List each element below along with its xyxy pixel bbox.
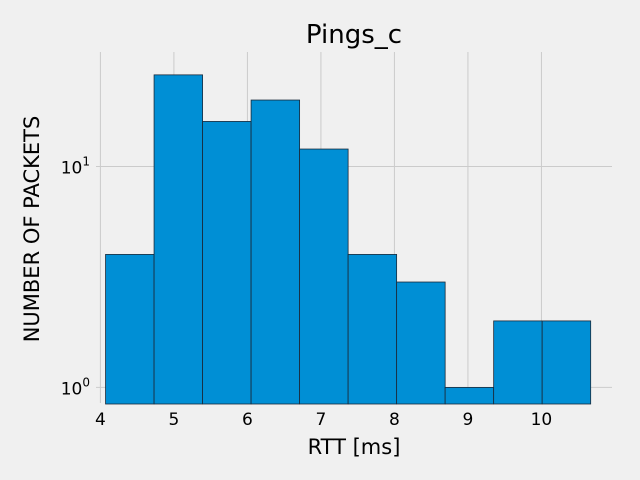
histogram-bar-8 [444, 387, 495, 405]
x-tick-label: 7 [316, 410, 327, 430]
chart-title: Pings_c [306, 20, 402, 50]
y-tick-label: 100 [61, 375, 90, 399]
x-tick-label: 9 [463, 410, 474, 430]
x-tick-label: 6 [242, 410, 253, 430]
x-tick-label: 4 [95, 410, 106, 430]
x-tick-labels: 4 5 6 7 8 9 10 [95, 410, 552, 430]
x-axis-label: RTT [ms] [308, 435, 401, 459]
x-tick-label: 10 [531, 410, 553, 430]
histogram-bar-6 [347, 254, 398, 405]
y-axis-label: NUMBER OF PACKETS [20, 116, 44, 343]
bars [105, 74, 592, 405]
histogram-bar-9 [493, 320, 543, 405]
histogram-bar-2 [153, 74, 203, 405]
histogram-bar-10 [541, 320, 592, 405]
y-tick-label: 101 [61, 155, 90, 179]
y-tick-labels: 100 101 [61, 155, 90, 400]
histogram-bar-4 [250, 99, 301, 405]
histogram-bar-3 [202, 121, 252, 405]
x-tick-label: 8 [389, 410, 400, 430]
histogram-bar-7 [396, 281, 446, 405]
histogram-bar-5 [299, 148, 349, 405]
histogram-bar-1 [105, 254, 155, 405]
x-tick-label: 5 [169, 410, 180, 430]
